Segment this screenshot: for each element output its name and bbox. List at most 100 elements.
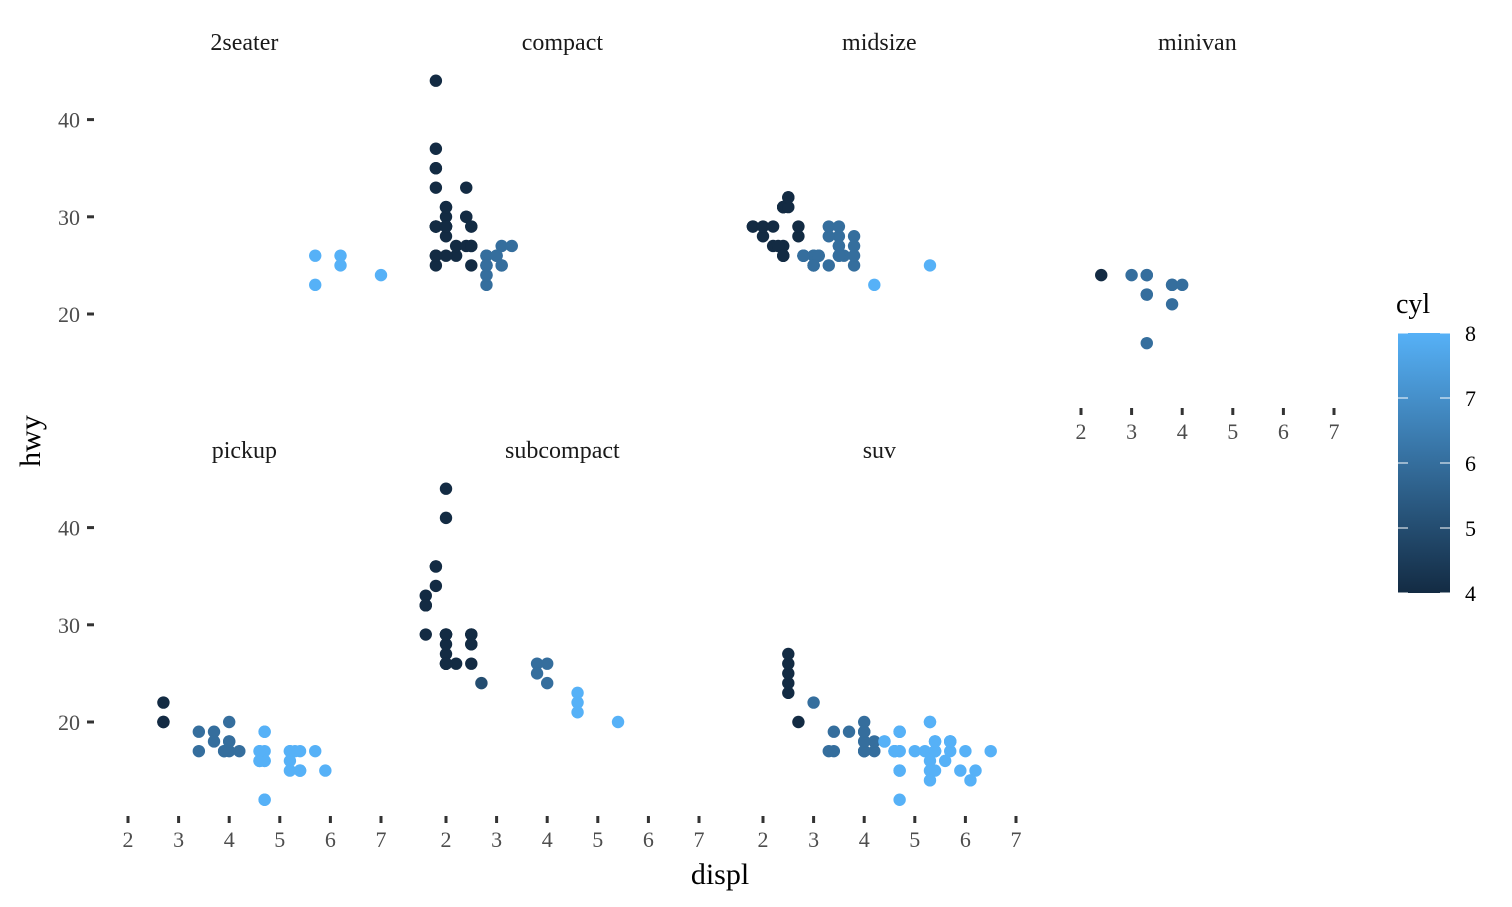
points xyxy=(746,191,937,292)
data-point xyxy=(465,628,478,641)
x-tick-label: 3 xyxy=(1126,419,1137,444)
data-point xyxy=(1165,278,1179,292)
data-point xyxy=(465,638,478,651)
facet-panel-pickup: pickup 2 3 4 5 6 7 20 30 40 xyxy=(58,438,387,852)
data-point xyxy=(893,793,906,806)
data-point xyxy=(782,686,795,700)
data-point xyxy=(429,74,443,87)
x-tick-label: 6 xyxy=(1278,419,1289,444)
data-point xyxy=(923,259,937,272)
data-point xyxy=(419,589,432,602)
y-axis: 20 30 40 xyxy=(58,108,94,327)
data-point xyxy=(309,249,322,262)
data-point xyxy=(984,744,997,758)
data-point xyxy=(429,249,443,262)
data-point xyxy=(334,249,347,262)
data-point xyxy=(495,259,508,272)
data-point xyxy=(192,744,206,758)
data-point xyxy=(928,744,942,758)
x-axis: 2 3 4 5 6 7 xyxy=(758,816,1022,852)
data-point xyxy=(782,191,795,204)
data-point xyxy=(449,657,463,670)
facet-title: minivan xyxy=(1158,30,1237,56)
data-point xyxy=(293,764,307,777)
data-point xyxy=(1140,336,1153,350)
data-point xyxy=(480,278,493,292)
data-point xyxy=(439,482,453,495)
y-axis-title: hwy xyxy=(14,415,47,467)
x-tick-label: 2 xyxy=(441,827,452,852)
data-point xyxy=(490,249,503,262)
data-point xyxy=(923,715,937,729)
points xyxy=(419,482,625,729)
data-point xyxy=(822,220,835,233)
data-point xyxy=(1176,278,1189,292)
data-point xyxy=(944,735,957,748)
data-point xyxy=(480,249,493,262)
data-point xyxy=(439,200,453,214)
data-point xyxy=(969,764,982,777)
data-point xyxy=(832,249,846,262)
data-point xyxy=(792,230,805,243)
x-tick-label: 3 xyxy=(173,827,184,852)
data-point xyxy=(807,696,820,709)
x-axis: 2 3 4 5 6 7 xyxy=(123,816,387,852)
data-point xyxy=(465,239,478,253)
data-point xyxy=(782,200,795,214)
data-point xyxy=(571,706,584,719)
data-point xyxy=(858,725,871,738)
data-point xyxy=(746,220,760,233)
data-point xyxy=(429,560,443,573)
facet-title: subcompact xyxy=(505,438,620,464)
data-point xyxy=(782,676,795,690)
data-point xyxy=(334,259,347,272)
x-tick-label: 5 xyxy=(592,827,603,852)
x-tick-label: 6 xyxy=(325,827,336,852)
data-point xyxy=(475,676,488,690)
y-tick-label: 30 xyxy=(58,613,80,638)
facet-panel-subcompact: subcompact 2 3 4 5 6 7 xyxy=(419,438,705,852)
data-point xyxy=(959,744,972,758)
x-tick-label: 2 xyxy=(758,827,769,852)
x-tick-label: 7 xyxy=(376,827,387,852)
facet-title: midsize xyxy=(842,30,917,56)
data-point xyxy=(878,735,891,748)
legend-tick-label: 6 xyxy=(1465,451,1476,476)
y-axis: 20 30 40 xyxy=(58,516,94,735)
data-point xyxy=(938,754,952,768)
data-point xyxy=(782,657,795,670)
data-point xyxy=(439,628,453,641)
data-point xyxy=(253,754,266,768)
facet-panel-2seater: 2seater 20 30 40 xyxy=(58,30,388,327)
data-point xyxy=(1140,288,1153,301)
data-point xyxy=(832,220,846,233)
data-point xyxy=(530,657,544,670)
data-point xyxy=(842,725,856,738)
data-point xyxy=(571,696,584,709)
facet-panel-minivan: minivan 2 3 4 5 6 7 xyxy=(1076,30,1340,444)
data-point xyxy=(928,764,942,777)
x-tick-label: 4 xyxy=(542,827,553,852)
x-tick-label: 5 xyxy=(1227,419,1238,444)
data-point xyxy=(465,259,478,272)
legend-tick-label: 7 xyxy=(1465,386,1476,411)
data-point xyxy=(766,220,780,233)
data-point xyxy=(812,249,825,262)
data-point xyxy=(157,715,170,729)
data-point xyxy=(429,181,443,194)
data-point xyxy=(439,210,453,223)
data-point xyxy=(868,744,881,758)
data-point xyxy=(756,230,770,243)
data-point xyxy=(439,511,453,525)
facet-title: 2seater xyxy=(210,30,278,56)
data-point xyxy=(868,278,881,292)
data-point xyxy=(460,210,473,223)
data-point xyxy=(782,667,795,680)
data-point xyxy=(832,239,846,253)
data-point xyxy=(374,268,388,282)
x-tick-label: 7 xyxy=(1011,827,1022,852)
x-tick-label: 6 xyxy=(960,827,971,852)
data-point xyxy=(223,744,236,758)
data-point xyxy=(1165,298,1179,311)
